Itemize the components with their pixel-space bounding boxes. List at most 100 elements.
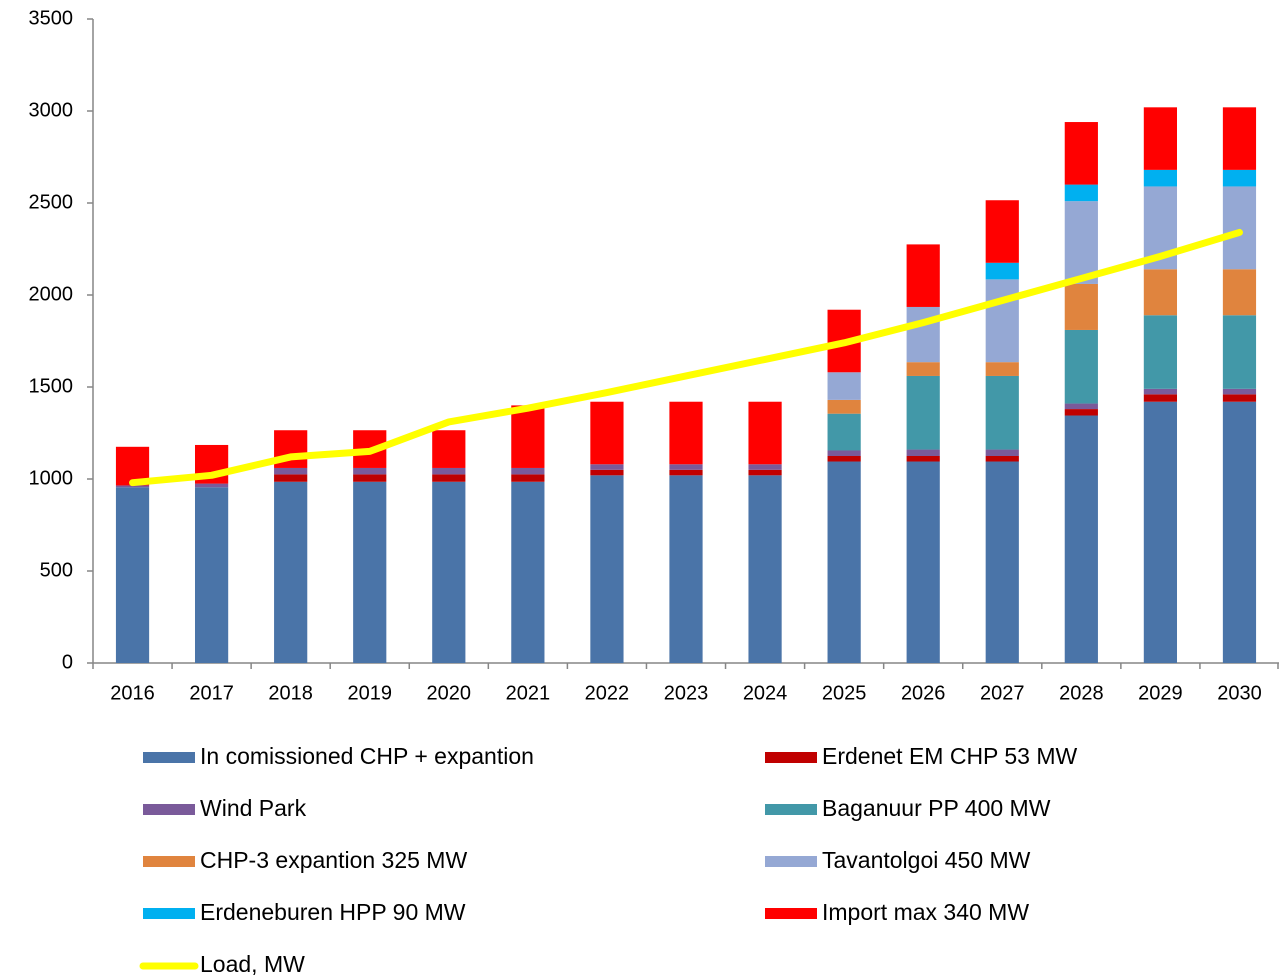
x-tick-label: 2024 [743,682,788,704]
bar-segment [906,456,940,462]
bar-segment [1064,409,1098,416]
y-tick-label: 500 [40,559,73,581]
bar-segment [194,487,229,663]
load-line [129,228,1243,487]
bar-segment [590,475,624,663]
x-tick-label: 2021 [506,682,551,704]
bar-segment [906,306,940,363]
x-tick-label: 2025 [822,682,867,704]
bar-segment [511,467,545,475]
bar-segment [906,449,940,456]
legend-swatch [765,908,817,919]
legend-swatch [143,856,195,867]
legend-label: Baganuur PP 400 MW [822,795,1051,821]
bar-segment [827,456,861,462]
bar-segment [1064,403,1098,410]
bar-segment [274,467,308,475]
bar-segment [827,399,861,414]
bar-segment [511,474,545,482]
bar-segment [274,474,308,482]
bar-segment [985,200,1019,263]
bar-segment [590,401,624,465]
legend-swatch [765,804,817,815]
bar-segment [1222,388,1257,395]
x-tick-label: 2026 [901,682,946,704]
bar-segment [115,487,150,663]
bar-segment [1222,401,1257,663]
bar-segment [985,362,1019,376]
legend-label: Wind Park [200,795,307,821]
x-tick-label: 2029 [1138,682,1183,704]
bar-segment [1064,329,1098,404]
bar-segment [1064,184,1098,202]
x-tick-label: 2027 [980,682,1025,704]
bar-segment [1222,186,1257,270]
x-tick-label: 2019 [347,682,392,704]
bar-segment [1222,107,1257,170]
bar-segment [1143,401,1178,663]
legend-label: Tavantolgoi 450 MW [822,847,1031,873]
x-tick-label: 2023 [664,682,709,704]
bar-segment [432,474,466,482]
bar-segment [985,456,1019,462]
bar-segment [432,467,466,475]
y-tick-label: 2500 [29,191,74,213]
legend-label: Erdeneburen HPP 90 MW [200,899,466,925]
y-tick-label: 0 [62,651,73,673]
bar-segment [353,481,387,663]
bar-segment [1222,315,1257,389]
bar-segment [827,413,861,451]
bar-segment [1143,394,1178,402]
legend-swatch [143,804,195,815]
bar-segment [590,464,624,470]
bar-segment [827,461,861,663]
bar-segment [1143,388,1178,395]
x-tick-label: 2016 [110,682,155,704]
bar-segment [748,475,782,663]
y-tick-label: 1500 [29,375,74,397]
bar-segment [669,401,703,465]
bar-segment [985,449,1019,456]
bar-segment [985,461,1019,663]
bar-segment [827,372,861,400]
bar-segment [432,430,466,468]
legend-label: In comissioned CHP + expantion [200,743,534,769]
bar-segment [985,375,1019,450]
bar-segment [1222,269,1257,316]
bar-segment [985,279,1019,363]
bar-segment [194,483,229,488]
bar-segment [1064,283,1098,330]
x-tick-label: 2030 [1217,682,1262,704]
x-tick-label: 2017 [189,682,234,704]
bar-segment [1064,201,1098,284]
bar-segment [1143,315,1178,389]
bar-segment [115,485,150,488]
bar-segment [353,467,387,475]
x-tick-label: 2020 [427,682,472,704]
bar-segment [511,405,545,468]
bar-segment [511,481,545,663]
x-tick-label: 2018 [268,682,313,704]
bar-segment [906,375,940,450]
bar-segment [906,244,940,307]
bar-segment [1222,169,1257,187]
legend-swatch [143,908,195,919]
bar-segment [1222,394,1257,402]
legend-label: Load, MW [200,951,305,977]
legend-swatch [143,752,195,763]
bar-segment [274,481,308,663]
y-tick-label: 2000 [29,283,74,305]
legend-swatch [765,856,817,867]
bar-segment [1064,415,1098,663]
bar-segment [669,475,703,663]
bar-segment [985,262,1019,280]
bar-segment [669,464,703,470]
bar-segment [1064,122,1098,185]
y-tick-label: 3000 [29,99,74,121]
legend-swatch [765,752,817,763]
bar-segment [827,450,861,456]
bar-segment [1143,169,1178,187]
bar-segment [1143,107,1178,170]
bar-segment [748,401,782,465]
